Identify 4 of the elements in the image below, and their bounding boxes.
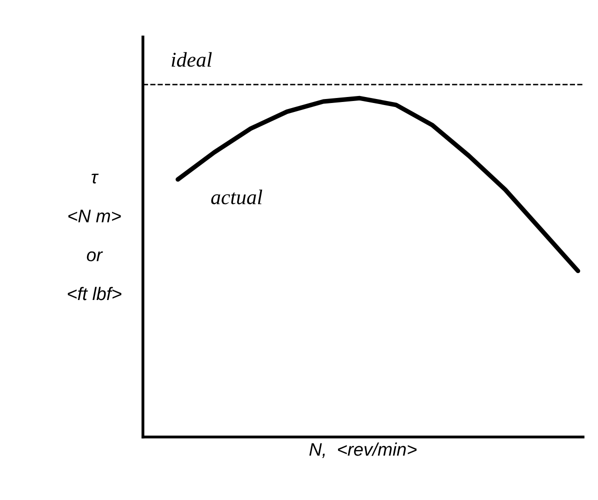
ref-line-label: ideal [172,52,212,67]
x-axis-title: N, <rev/min> [309,442,417,458]
series-label: actual [211,190,262,204]
text: τ <N m> or <ft lbf> [68,174,122,300]
